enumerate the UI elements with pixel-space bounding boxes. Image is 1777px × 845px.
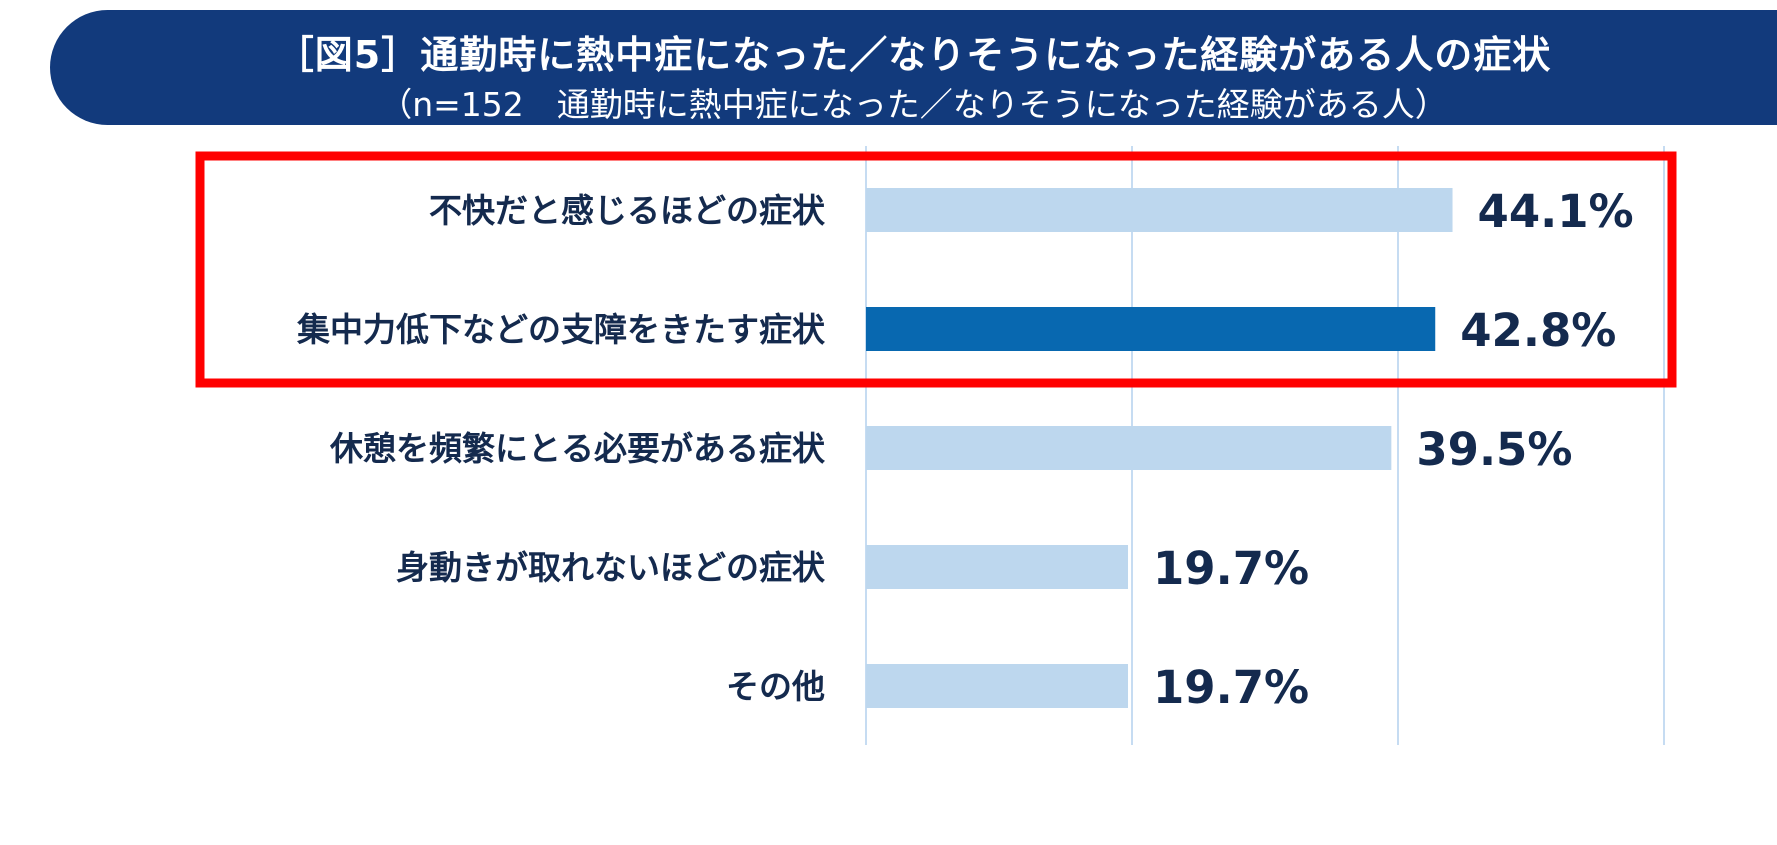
chart-title: ［図5］通勤時に熱中症になった／なりそうになった経験がある人の症状 bbox=[275, 33, 1552, 77]
value-label: 44.1% bbox=[1478, 185, 1634, 238]
chart-subtitle: （n=152 通勤時に熱中症になった／なりそうになった経験がある人） bbox=[379, 85, 1448, 124]
value-label: 19.7% bbox=[1153, 542, 1309, 595]
bar bbox=[866, 307, 1436, 351]
title-banner: ［図5］通勤時に熱中症になった／なりそうになった経験がある人の症状 （n=152… bbox=[50, 10, 1777, 125]
value-label: 19.7% bbox=[1153, 661, 1309, 714]
bar bbox=[866, 664, 1129, 708]
category-label: 集中力低下などの支障をきたす症状 bbox=[296, 310, 826, 349]
bar bbox=[866, 545, 1129, 589]
category-label: 不快だと感じるほどの症状 bbox=[429, 191, 826, 230]
category-label: その他 bbox=[726, 667, 825, 706]
bar bbox=[866, 426, 1392, 470]
grid-layer bbox=[865, 146, 1665, 745]
labels-layer: 不快だと感じるほどの症状 44.1% 集中力低下などの支障をきたす症状 42.8% 休憩… bbox=[296, 185, 1634, 714]
highlight-box bbox=[195, 151, 1677, 388]
value-label: 42.8% bbox=[1460, 304, 1616, 357]
bars-layer bbox=[866, 188, 1453, 708]
category-label: 休憩を頻繁にとる必要がある症状 bbox=[329, 429, 826, 468]
bar bbox=[866, 188, 1453, 232]
value-label: 39.5% bbox=[1416, 423, 1572, 476]
category-label: 身動きが取れないほどの症状 bbox=[396, 548, 826, 587]
